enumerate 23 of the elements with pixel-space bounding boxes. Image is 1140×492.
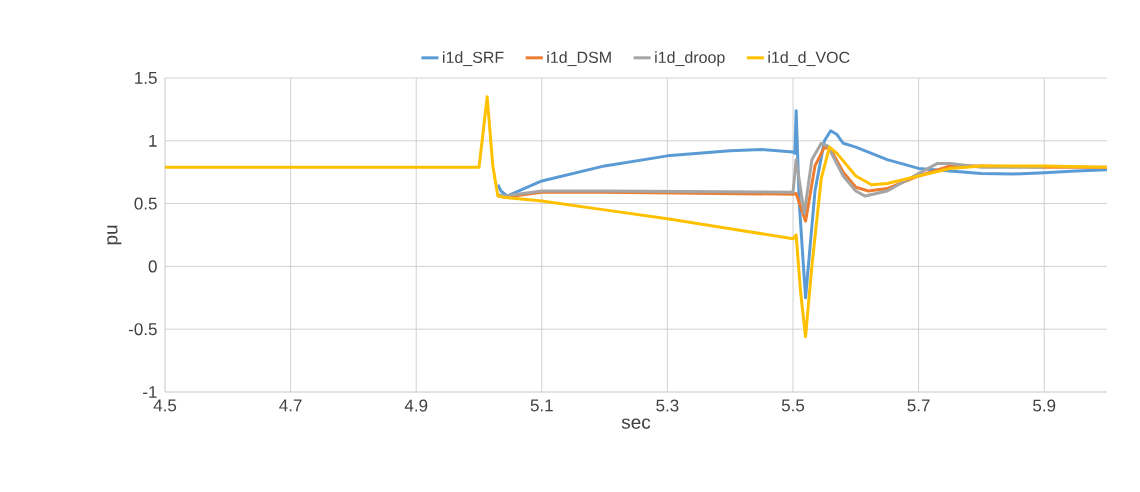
x-axis-title: sec (621, 418, 651, 429)
x-tick-label: 5.9 (1033, 399, 1056, 412)
y-tick-label: 1.5 (135, 72, 157, 84)
y-axis-title: pu (107, 225, 122, 245)
x-tick-label: 4.9 (404, 399, 428, 412)
x-tick-label: 4.7 (279, 399, 302, 412)
legend-label: i1d_SRF (443, 51, 504, 67)
legend-label: i1d_droop (655, 51, 725, 67)
line-series (496, 141, 1046, 216)
line-series (165, 95, 1107, 339)
x-tick-label: 5.3 (656, 399, 679, 412)
x-tick-label: 5.7 (907, 399, 930, 412)
y-tick-label: 1 (149, 134, 157, 147)
y-tick-label: -0.5 (128, 323, 157, 336)
line-series (496, 109, 1107, 300)
legend-label: i1d_DSM (547, 51, 611, 67)
y-tick-label: 0.5 (134, 197, 157, 210)
y-tick-label: 0 (148, 260, 157, 273)
x-tick-label: 5.1 (530, 399, 553, 412)
legend-label: i1d_d_VOC (768, 51, 850, 67)
y-tick-label: -1 (143, 386, 157, 398)
x-tick-label: 5.5 (781, 399, 805, 412)
x-tick-label: 4.5 (153, 399, 177, 412)
